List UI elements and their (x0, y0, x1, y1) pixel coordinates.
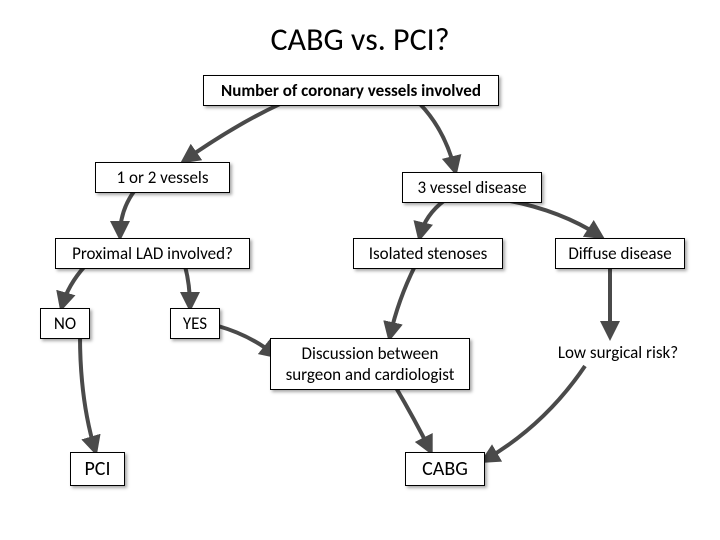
edge-arrow (185, 266, 190, 306)
edge-arrow (120, 190, 135, 235)
edge-arrow (485, 366, 585, 460)
edge-arrow (390, 266, 415, 336)
node-n10: Low surgical risk? (542, 338, 694, 367)
node-n6: Diffuse disease (555, 238, 685, 269)
edge-arrow (395, 386, 430, 450)
edge-arrow (505, 200, 600, 236)
node-n4: Proximal LAD involved? (55, 238, 250, 269)
edge-arrow (420, 104, 455, 170)
node-n8: YES (170, 308, 220, 339)
node-n11: PCI (70, 452, 125, 486)
edge-arrow (62, 266, 85, 306)
node-n7: NO (40, 308, 90, 339)
diagram-title: CABG vs. PCI? (0, 20, 720, 59)
node-n1: Number of coronary vessels involved (203, 75, 499, 106)
node-n12: CABG (405, 452, 485, 486)
node-n2: 1 or 2 vessels (95, 162, 230, 193)
node-n5: Isolated stenoses (353, 238, 503, 269)
edge-arrow (80, 336, 95, 450)
node-n3: 3 vessel disease (402, 172, 542, 203)
edge-arrow (218, 326, 275, 355)
edge-arrow (420, 200, 445, 236)
node-n9: Discussion betweensurgeon and cardiologi… (270, 338, 470, 390)
edge-arrow (185, 104, 280, 160)
